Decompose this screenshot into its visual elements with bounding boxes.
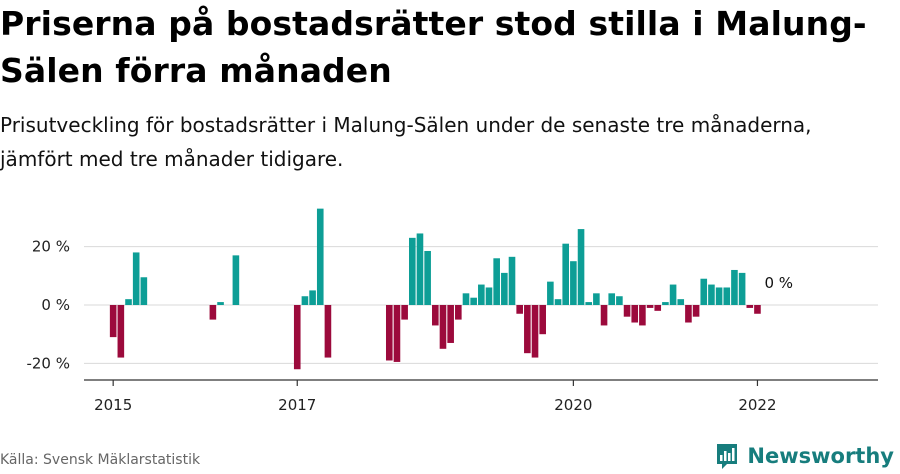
bar <box>447 305 454 343</box>
bar <box>293 305 301 370</box>
x-tick-label: 2022 <box>738 396 776 414</box>
bar <box>623 305 631 317</box>
bar <box>531 305 539 358</box>
bar <box>470 297 477 305</box>
bar <box>455 305 462 320</box>
bar <box>715 287 723 305</box>
bar <box>646 305 654 308</box>
bar <box>570 261 577 305</box>
bar <box>631 305 639 323</box>
bar <box>132 252 140 305</box>
bar <box>117 305 125 358</box>
bar <box>738 272 746 305</box>
bar <box>593 293 600 305</box>
bar <box>600 305 608 326</box>
bar <box>416 233 424 305</box>
bar <box>508 256 516 305</box>
bar <box>432 305 439 326</box>
bar <box>539 305 546 335</box>
brand-name: Newsworthy <box>747 444 894 468</box>
bar <box>393 305 401 362</box>
y-tick-label: 20 % <box>32 238 70 256</box>
bar <box>309 290 316 305</box>
bar <box>731 269 738 305</box>
bar <box>217 302 224 305</box>
bar <box>478 284 485 305</box>
bar <box>501 272 508 305</box>
x-tick-label: 2020 <box>554 396 592 414</box>
bar <box>462 293 470 305</box>
bar <box>401 305 408 320</box>
last-value-label: 0 % <box>764 274 793 292</box>
bar <box>140 277 148 305</box>
bar <box>301 296 309 305</box>
bar <box>754 305 761 314</box>
brand-logo: Newsworthy <box>715 440 894 472</box>
bar <box>209 305 217 320</box>
bar <box>385 305 393 361</box>
source-note: Källa: Svensk Mäklarstatistik <box>0 452 201 468</box>
bar <box>493 258 500 305</box>
bar <box>700 278 708 305</box>
bar <box>692 305 700 317</box>
newsworthy-logo-icon <box>717 444 738 469</box>
bar <box>232 255 240 305</box>
bar <box>547 281 554 305</box>
bar <box>324 305 332 358</box>
bar <box>708 284 715 305</box>
bar <box>639 305 646 326</box>
bar <box>424 250 431 305</box>
chart-title: Priserna på bostadsrätter stod stilla i … <box>0 4 867 90</box>
bar <box>685 305 692 323</box>
bar <box>746 305 754 308</box>
bar <box>516 305 523 314</box>
bar <box>562 243 569 305</box>
bar <box>524 305 531 354</box>
bar <box>316 208 324 305</box>
bar <box>662 302 669 305</box>
bar <box>677 299 685 305</box>
bar <box>409 237 416 305</box>
bar <box>669 284 677 305</box>
bar <box>109 305 117 338</box>
bar <box>654 305 662 311</box>
bar <box>554 299 562 305</box>
y-tick-label: -20 % <box>26 354 70 372</box>
chart-subtitle: Prisutveckling för bostadsrätter i Malun… <box>0 113 812 171</box>
y-tick-label: 0 % <box>41 296 70 314</box>
x-tick-label: 2017 <box>278 396 316 414</box>
bar <box>485 287 493 305</box>
bar <box>439 305 447 349</box>
bar <box>616 296 623 305</box>
bar <box>723 287 731 305</box>
bar <box>125 299 132 305</box>
bar <box>577 229 585 305</box>
bar <box>608 293 616 305</box>
bar <box>585 302 593 305</box>
x-tick-label: 2015 <box>94 396 132 414</box>
